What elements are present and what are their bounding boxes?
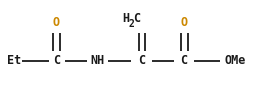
Text: NH: NH <box>90 54 104 67</box>
Text: C: C <box>134 12 141 25</box>
Text: C: C <box>53 54 60 67</box>
Text: 2: 2 <box>128 19 134 29</box>
Text: O: O <box>180 16 188 29</box>
Text: OMe: OMe <box>225 54 246 67</box>
Text: Et: Et <box>7 54 22 67</box>
Text: C: C <box>180 54 188 67</box>
Text: O: O <box>53 16 60 29</box>
Text: C: C <box>138 54 146 67</box>
Text: H: H <box>122 12 129 25</box>
